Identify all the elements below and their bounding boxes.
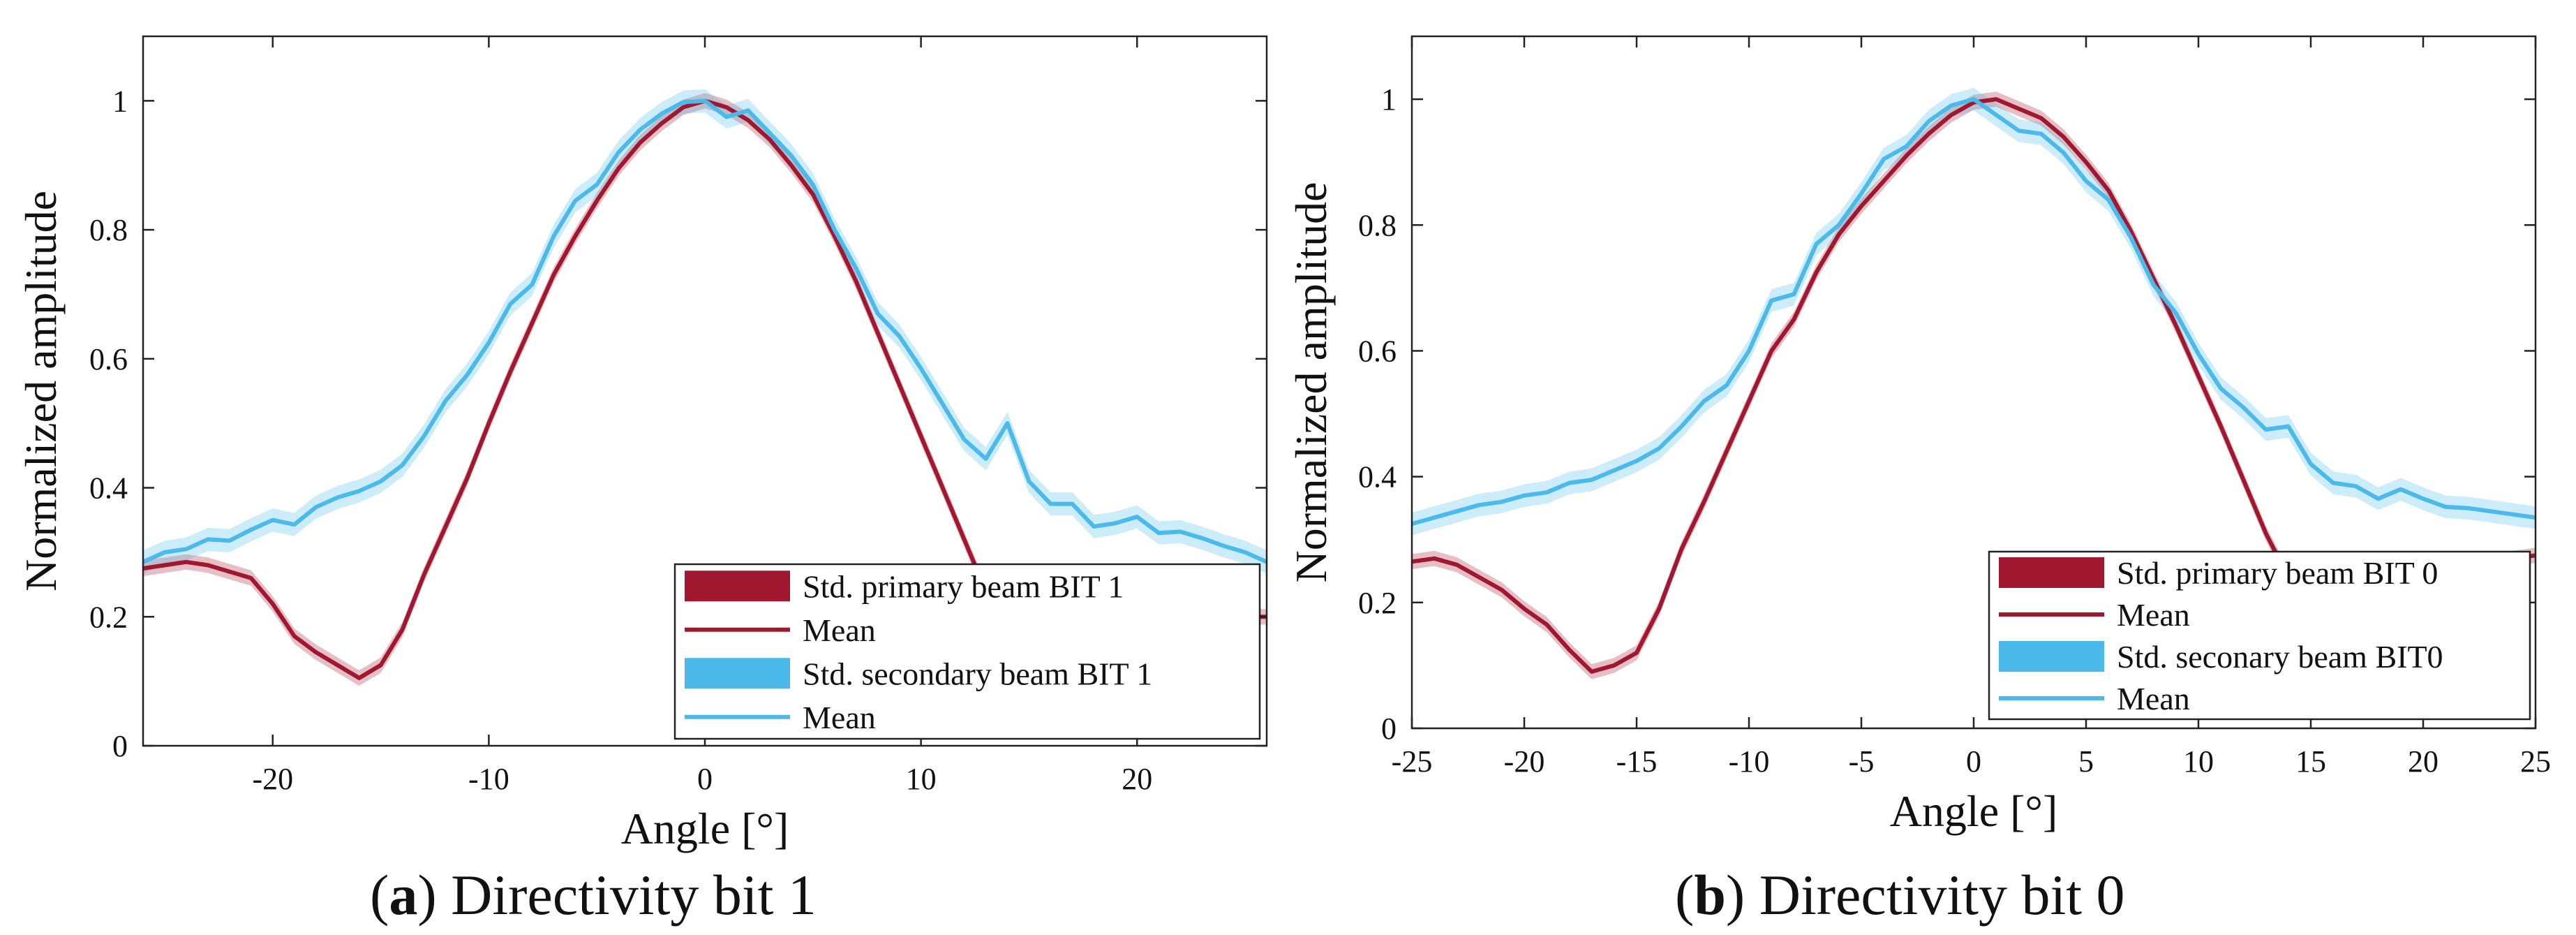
legend-label: Std. primary beam BIT 1 xyxy=(803,568,1124,604)
y-axis-label: Normalized amplitude xyxy=(1286,182,1336,582)
y-tick-label: 0 xyxy=(1381,712,1397,746)
legend-label: Std. primary beam BIT 0 xyxy=(2117,555,2438,591)
y-tick-label: 0.8 xyxy=(1358,208,1397,242)
y-tick-label: 0 xyxy=(112,729,128,763)
x-tick-label: 25 xyxy=(2520,744,2551,779)
mean-line-secondary xyxy=(1412,97,2536,527)
std-band-secondary xyxy=(1412,87,2536,536)
legend-swatch-band xyxy=(1999,557,2104,588)
x-tick-label: 5 xyxy=(2078,744,2094,779)
legend-swatch-band xyxy=(1999,641,2104,672)
caption-b-letter: b xyxy=(1694,863,1726,927)
x-axis-label: Angle [°] xyxy=(621,804,789,853)
x-tick-label: -25 xyxy=(1392,744,1433,779)
mean-line-secondary xyxy=(143,98,1267,564)
x-tick-label: 20 xyxy=(1122,762,1152,796)
x-tick-label: 0 xyxy=(1966,744,1981,779)
x-tick-label: 20 xyxy=(2408,744,2439,779)
std-band-secondary xyxy=(143,89,1267,574)
x-tick-label: -15 xyxy=(1616,744,1658,779)
x-axis-label: Angle [°] xyxy=(1890,786,2058,836)
std-band-primary xyxy=(1412,91,2536,679)
y-tick-label: 1 xyxy=(112,84,128,118)
legend-label: Mean xyxy=(803,700,876,735)
legend-swatch-band xyxy=(685,570,790,602)
x-tick-label: 10 xyxy=(906,762,937,796)
y-tick-label: 0.2 xyxy=(1358,586,1397,620)
x-tick-label: 15 xyxy=(2295,744,2326,779)
legend-swatch-band xyxy=(685,658,790,689)
y-tick-label: 0.4 xyxy=(1358,460,1397,494)
legend: Std. primary beam BIT 0 Mean Std. seconary… xyxy=(1988,550,2531,721)
x-tick-label: 10 xyxy=(2183,744,2214,779)
y-tick-label: 0.8 xyxy=(89,213,128,247)
caption-a-letter: a xyxy=(389,863,418,927)
x-tick-label: -20 xyxy=(1504,744,1545,779)
y-tick-label: 0.2 xyxy=(89,600,128,634)
caption-b-text: Directivity bit 0 xyxy=(1759,863,2125,927)
legend-label: Std. secondary beam BIT 1 xyxy=(803,656,1152,691)
chart-panel-b: -25 -20 -15 -10 -5 0 5 10 15 20 25 0 0.2 0.4 0.6 0.8 1 An… xyxy=(1286,35,2551,836)
y-tick-label: 0.4 xyxy=(89,471,128,506)
legend: Std. primary beam BIT 1 Mean Std. secondar… xyxy=(673,563,1261,740)
caption-b: (b) Directivity bit 0 xyxy=(1675,863,2125,927)
legend-label: Mean xyxy=(803,612,876,648)
y-axis-label: Normalized amplitude xyxy=(16,191,66,591)
y-tick-label: 1 xyxy=(1381,82,1397,117)
legend-box xyxy=(1988,550,2531,721)
legend-label: Mean xyxy=(2117,597,2190,633)
x-tick-label: -5 xyxy=(1849,744,1875,779)
x-tick-label: -10 xyxy=(1729,744,1770,779)
chart-panel-a: -20 -10 0 10 20 0 0.2 0.4 0.6 0.8 1 Angle [°] Normal… xyxy=(16,35,1268,853)
legend-label: Std. seconary beam BIT0 xyxy=(2117,639,2443,675)
y-tick-label: 0.6 xyxy=(89,342,128,376)
x-tick-label: -10 xyxy=(468,762,509,796)
caption-a: (a) Directivity bit 1 xyxy=(370,863,817,927)
x-tick-label: -20 xyxy=(252,762,293,796)
y-tick-label: 0.6 xyxy=(1358,334,1397,368)
caption-a-text: Directivity bit 1 xyxy=(451,863,817,927)
legend-label: Mean xyxy=(2117,681,2190,716)
x-tick-label: 0 xyxy=(697,762,713,796)
